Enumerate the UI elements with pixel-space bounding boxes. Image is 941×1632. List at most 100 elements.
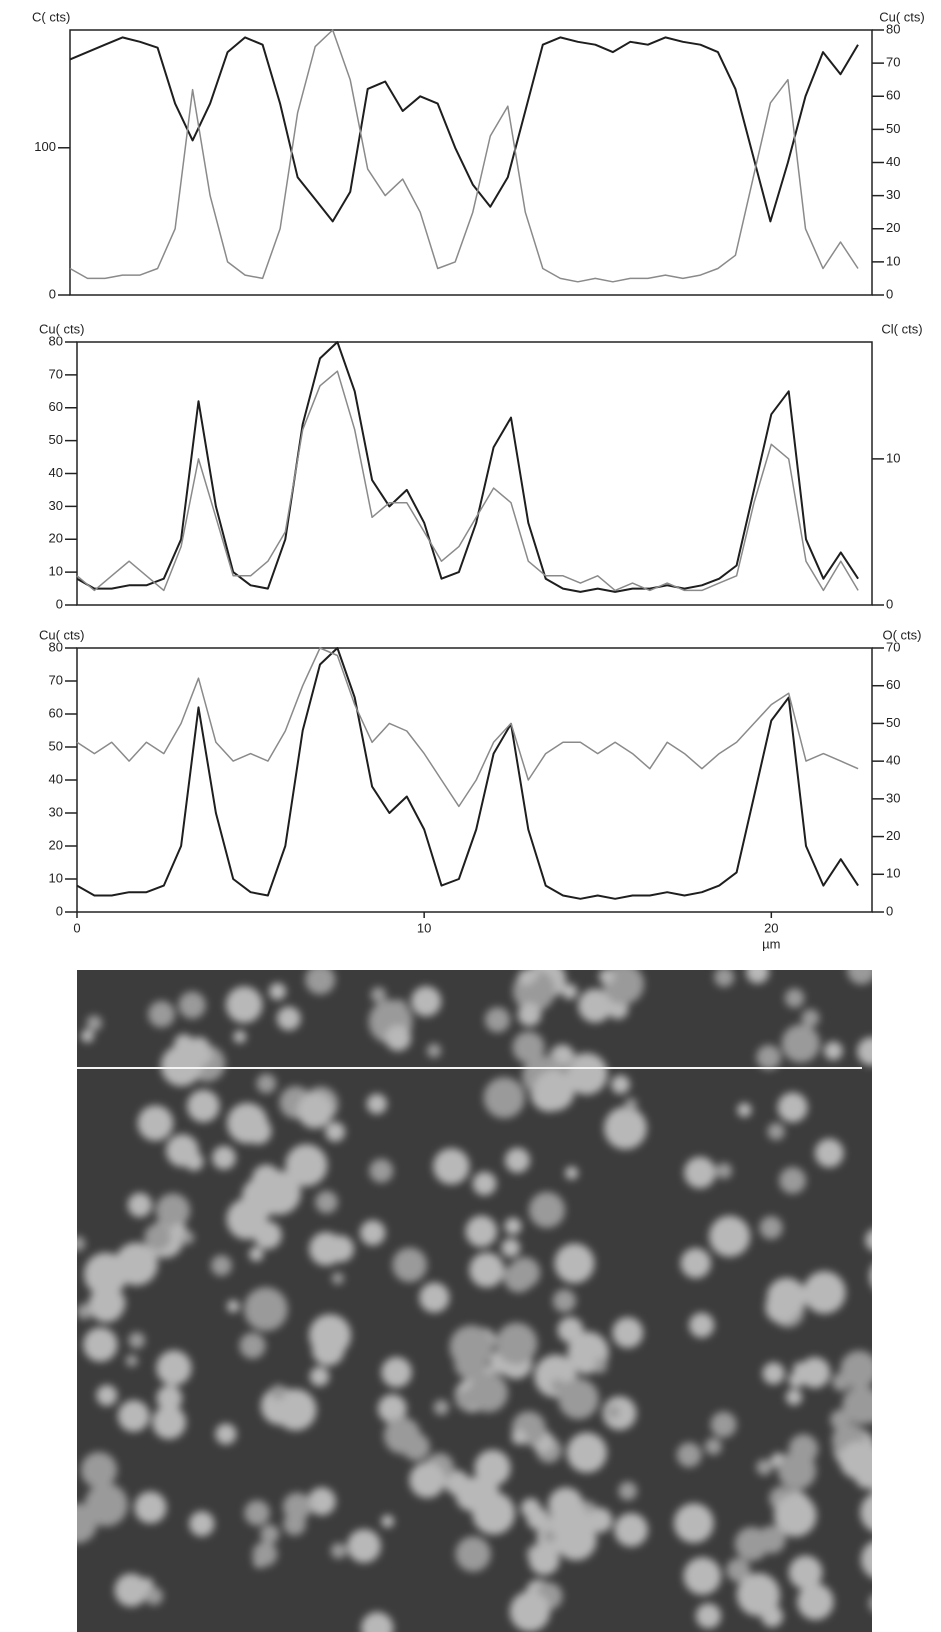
particle [468,1373,508,1413]
particle [704,1437,722,1455]
particle [868,1595,872,1611]
particle [803,1271,846,1314]
particle [714,970,735,987]
particle [114,1242,158,1286]
particle [604,1106,647,1150]
y-tick-label: 10 [49,564,63,579]
particle [152,1405,186,1440]
particle [552,1289,576,1313]
particle [528,1191,565,1228]
particle [603,970,644,1005]
y-axis-label: C( cts) [32,9,70,24]
y2-tick-label: 0 [886,596,893,611]
particle [411,986,442,1017]
particle [788,1555,823,1590]
particle [315,1190,338,1214]
plot-frame [76,647,873,913]
y-tick-label: 60 [49,399,63,414]
particle [381,1514,395,1528]
y-tick-label: 60 [49,705,63,720]
particle [599,970,615,985]
series-line [76,341,859,593]
particle [746,970,770,984]
particle [757,1525,786,1554]
y2-tick-label: 20 [886,220,900,235]
particle [688,1564,717,1593]
particle [756,1044,782,1070]
y-tick-label: 70 [49,672,63,687]
y2-axis-label: Cl( cts) [881,321,922,336]
particle [472,1171,497,1196]
particle [189,1511,215,1537]
particle [759,1216,783,1240]
series-line [76,647,859,808]
particle [726,1558,751,1583]
particle [612,1317,644,1349]
y-tick-label: 50 [49,432,63,447]
particle [512,1031,545,1064]
particle [409,1462,446,1499]
particle [454,1347,487,1380]
y2-tick-label: 0 [886,286,893,301]
particle [251,1164,281,1194]
particle [587,1507,613,1533]
y-tick-label: 50 [49,738,63,753]
particle [781,1024,820,1063]
particle [127,1192,153,1218]
y-tick-label: 30 [49,804,63,819]
particle [614,1512,648,1547]
y2-tick-label: 50 [886,121,900,136]
particle [134,1491,167,1524]
particle [799,1357,831,1389]
particle [370,987,387,1003]
particle [533,1069,575,1112]
particle [624,1098,638,1111]
particle [509,1591,551,1632]
particle [86,1015,103,1031]
particle [77,1503,98,1544]
particle [869,1473,872,1490]
y2-tick-label: 30 [886,187,900,202]
particle [839,1441,872,1480]
particle [777,1451,817,1490]
y2-tick-label: 40 [886,753,900,768]
x-axis-label: µm [762,936,780,951]
y2-tick-label: 80 [886,21,900,36]
y2-axis-label: Cu( cts) [879,9,925,24]
particle [360,1220,386,1246]
particle [737,1102,752,1118]
particle [695,1603,722,1629]
y2-tick-label: 10 [886,450,900,465]
particle [309,1232,343,1266]
particle [226,1198,268,1240]
y-tick-label: 80 [49,639,63,654]
y-axis-label: Cu( cts) [39,627,85,642]
particle [233,1030,247,1044]
particle [285,1144,328,1187]
particle [212,1145,236,1170]
particle [518,970,535,986]
particle [125,1354,138,1367]
y-tick-label: 0 [56,596,63,611]
particle [865,1229,872,1251]
particle [484,1007,511,1033]
particle [578,988,613,1023]
particle [114,1573,148,1607]
particle [860,1493,872,1532]
particle [684,1156,716,1189]
particle [187,1089,220,1123]
particle [312,1333,345,1366]
particle [716,1162,732,1179]
particle [305,970,336,995]
particle [673,1503,714,1544]
particle [565,1052,608,1095]
particle [553,1044,574,1065]
particle [517,1002,542,1027]
particle [361,1612,394,1632]
particle [823,1041,843,1061]
y2-tick-label: 50 [886,715,900,730]
y-axis-label: Cu( cts) [39,321,85,336]
particle [503,1262,534,1293]
particle [385,1025,412,1051]
particle [269,983,287,1000]
